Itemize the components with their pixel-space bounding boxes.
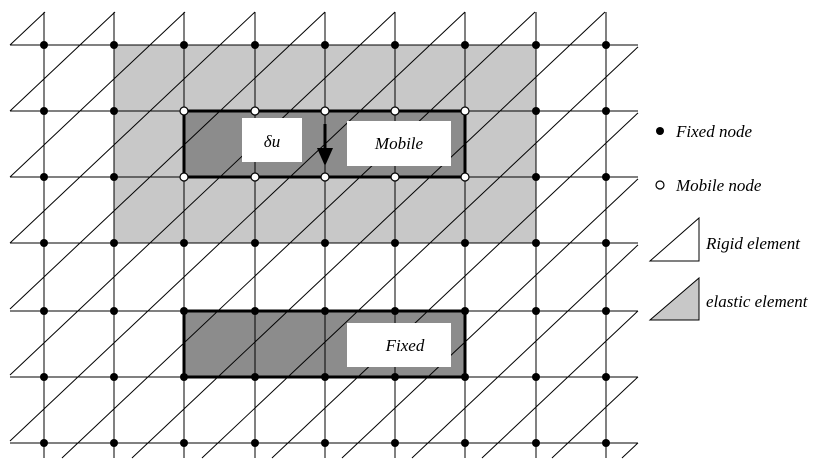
fixed-node: [532, 173, 540, 181]
fixed-node: [40, 439, 48, 447]
fixed-node: [532, 41, 540, 49]
mesh-nodes: [40, 41, 610, 447]
mobile-node: [390, 106, 400, 116]
fixed-node: [321, 439, 329, 447]
mobile-node: [250, 172, 260, 182]
fixed-node: [391, 373, 399, 381]
fixed-node: [602, 41, 610, 49]
fixed-node: [461, 307, 469, 315]
legend-mobile-node: Mobile node: [675, 176, 762, 195]
fixed-node: [602, 239, 610, 247]
fixed-node: [461, 41, 469, 49]
fixed-node: [110, 439, 118, 447]
mobile-label-box: [347, 121, 451, 166]
fixed-node: [532, 107, 540, 115]
fixed-node: [180, 439, 188, 447]
fixed-node: [532, 307, 540, 315]
legend: Fixed node Mobile node Rigid element ela…: [648, 122, 809, 321]
delta-u-label-box: [242, 118, 302, 162]
mesh-diagonal-line: [271, 112, 639, 459]
mesh-diagonal-line: [341, 178, 639, 459]
fixed-node: [251, 41, 259, 49]
fixed-node: [461, 239, 469, 247]
fixed-node: [602, 307, 610, 315]
fixed-node: [180, 373, 188, 381]
fixed-node: [532, 239, 540, 247]
rigid-element-legend-icon: [648, 216, 700, 262]
fixed-node: [602, 373, 610, 381]
fixed-node: [40, 41, 48, 49]
mobile-node: [460, 106, 470, 116]
fixed-node: [110, 41, 118, 49]
fixed-node: [180, 41, 188, 49]
fixed-node: [602, 107, 610, 115]
fixed-node: [110, 373, 118, 381]
legend-elastic-element: elastic element: [706, 292, 809, 311]
fixed-node: [251, 239, 259, 247]
mobile-node: [250, 106, 260, 116]
mobile-node: [179, 106, 189, 116]
mesh-diagonal-line: [9, 11, 326, 310]
fixed-node: [391, 41, 399, 49]
mesh-diagonal-line: [411, 244, 639, 459]
delta-u-label: δu: [264, 132, 280, 151]
fixed-node: [40, 173, 48, 181]
mesh-diagonal-line: [9, 11, 186, 178]
fixed-node: [461, 373, 469, 381]
mobile-node: [320, 106, 330, 116]
mesh-diagonal-line: [9, 11, 256, 244]
legend-fixed-node: Fixed node: [675, 122, 752, 141]
mesh-diagonal-line: [9, 11, 46, 46]
fixed-node: [110, 107, 118, 115]
fixed-node: [110, 307, 118, 315]
fixed-node: [251, 307, 259, 315]
fixed-node: [391, 239, 399, 247]
mesh-diagonal-line: [9, 11, 116, 112]
fixed-node: [180, 307, 188, 315]
mobile-node: [460, 172, 470, 182]
mesh-diagonal-line: [481, 310, 639, 459]
fixed-node: [40, 239, 48, 247]
fixed-node: [110, 173, 118, 181]
mobile-node: [320, 172, 330, 182]
fixed-label-box: [347, 323, 451, 367]
mobile-node-legend-icon: [655, 180, 665, 190]
fixed-node: [251, 373, 259, 381]
fixed-node: [321, 373, 329, 381]
mesh-diagonal-line: [621, 442, 639, 459]
fixed-node: [40, 107, 48, 115]
fixed-label: Fixed: [385, 336, 425, 355]
fixed-node: [180, 239, 188, 247]
fixed-node: [321, 307, 329, 315]
fixed-node: [40, 307, 48, 315]
mesh-diagonal-line: [551, 376, 639, 459]
mesh-diagonal-line: [201, 46, 639, 459]
mobile-label: Mobile: [374, 134, 424, 153]
mesh-diagonal-line: [9, 11, 466, 442]
mesh-diagonal-line: [131, 11, 606, 459]
fixed-node: [602, 173, 610, 181]
fixed-node: [532, 373, 540, 381]
fixed-node: [40, 373, 48, 381]
fixed-node: [391, 307, 399, 315]
mobile-node: [390, 172, 400, 182]
mobile-node: [179, 172, 189, 182]
fixed-node: [251, 439, 259, 447]
mesh-diagonal-line: [61, 11, 536, 459]
fixed-node: [110, 239, 118, 247]
fixed-node: [321, 41, 329, 49]
fixed-node-legend-icon: [656, 127, 664, 135]
fixed-node: [461, 439, 469, 447]
fixed-node: [532, 439, 540, 447]
fixed-node: [321, 239, 329, 247]
legend-rigid-element: Rigid element: [705, 234, 801, 253]
fixed-node: [391, 439, 399, 447]
fixed-node: [602, 439, 610, 447]
displacement-arrow-head: [317, 148, 333, 166]
elastic-element-legend-icon: [648, 276, 700, 321]
mesh-diagonal-line: [9, 11, 396, 376]
